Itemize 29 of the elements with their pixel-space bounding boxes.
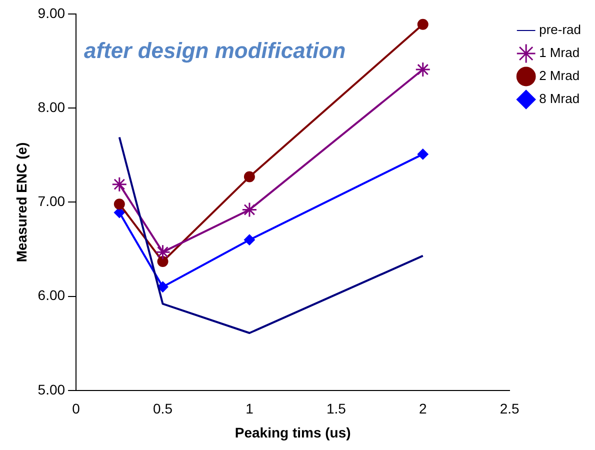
x-axis-title: Peaking tims (us) bbox=[234, 424, 351, 440]
y-tick-label: 8.00 bbox=[38, 98, 66, 115]
x-tick-label: 1.5 bbox=[326, 400, 346, 417]
legend-label: pre-rad bbox=[539, 22, 582, 38]
point bbox=[112, 176, 128, 192]
point bbox=[157, 256, 168, 267]
y-axis-title: Measured ENC (e) bbox=[13, 142, 30, 262]
y-tick-label: 7.00 bbox=[38, 193, 66, 210]
legend-label: 8 Mrad bbox=[539, 91, 580, 106]
point bbox=[417, 148, 428, 160]
point bbox=[157, 281, 168, 292]
point bbox=[242, 202, 258, 218]
x-tick-label: 1 bbox=[246, 400, 254, 417]
point bbox=[244, 171, 255, 182]
point bbox=[417, 18, 428, 30]
point bbox=[114, 198, 125, 210]
x-tick-label: 2.5 bbox=[500, 400, 520, 417]
text: after design modification bbox=[84, 38, 346, 63]
point bbox=[244, 234, 255, 246]
legend-label: 2 Mrad bbox=[539, 68, 580, 84]
y-tick-label: 6.00 bbox=[38, 287, 66, 304]
x-tick-label: 2 bbox=[418, 400, 427, 417]
x-tick-label: 0 bbox=[72, 400, 80, 417]
point bbox=[155, 244, 171, 260]
legend-label: 1 Mrad bbox=[539, 45, 580, 60]
y-tick-label: 5.00 bbox=[38, 381, 66, 398]
x-tick-label: 0.5 bbox=[153, 400, 173, 417]
point bbox=[415, 62, 431, 78]
y-tick-label: 9.00 bbox=[38, 4, 66, 21]
